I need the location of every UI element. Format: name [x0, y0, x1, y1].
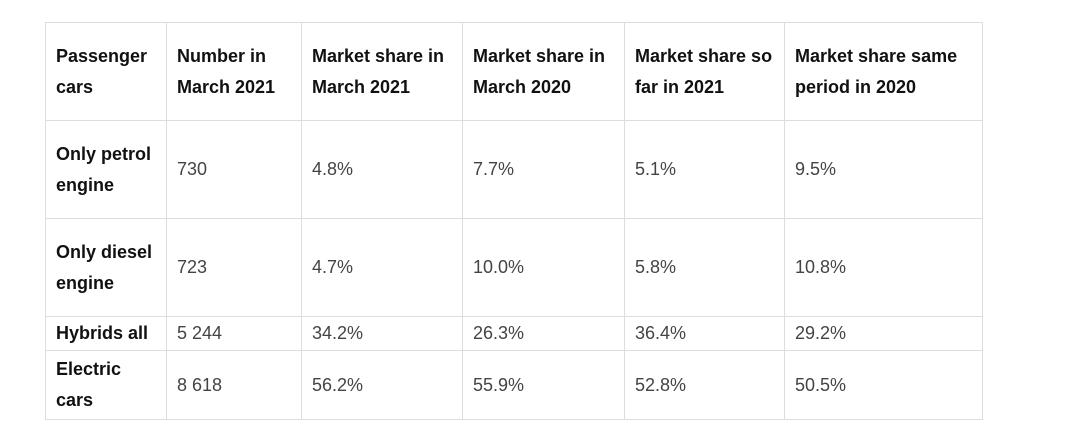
table-cell: 730 [166, 120, 302, 219]
header-share-march-2020: Market share in March 2020 [462, 22, 625, 121]
header-share-so-far-2021: Market share so far in 2021 [624, 22, 785, 121]
table-cell: 5.1% [624, 120, 785, 219]
table-header-row: Passenger cars Number in March 2021 Mark… [45, 22, 983, 121]
table-cell: 4.8% [301, 120, 463, 219]
table-cell: 10.8% [784, 218, 983, 317]
header-share-march-2021: Market share in March 2021 [301, 22, 463, 121]
table-cell: 26.3% [462, 316, 625, 351]
table-row: Only petrol engine 730 4.8% 7.7% 5.1% 9.… [45, 120, 983, 219]
table-row: Only diesel engine 723 4.7% 10.0% 5.8% 1… [45, 218, 983, 317]
table-cell: 29.2% [784, 316, 983, 351]
table-row: Hybrids all 5 244 34.2% 26.3% 36.4% 29.2… [45, 316, 983, 351]
table-cell: 50.5% [784, 350, 983, 420]
market-share-table: Passenger cars Number in March 2021 Mark… [45, 22, 983, 420]
table-cell: 52.8% [624, 350, 785, 420]
header-passenger-cars: Passenger cars [45, 22, 167, 121]
table-cell: 36.4% [624, 316, 785, 351]
row-label: Hybrids all [45, 316, 167, 351]
table-cell: 4.7% [301, 218, 463, 317]
table-cell: 8 618 [166, 350, 302, 420]
table-cell: 55.9% [462, 350, 625, 420]
table-cell: 5.8% [624, 218, 785, 317]
table-cell: 5 244 [166, 316, 302, 351]
row-label: Only petrol engine [45, 120, 167, 219]
header-share-same-period-2020: Market share same period in 2020 [784, 22, 983, 121]
header-number-march-2021: Number in March 2021 [166, 22, 302, 121]
table-cell: 7.7% [462, 120, 625, 219]
row-label: Electric cars [45, 350, 167, 420]
table-cell: 34.2% [301, 316, 463, 351]
table-cell: 9.5% [784, 120, 983, 219]
table-row: Electric cars 8 618 56.2% 55.9% 52.8% 50… [45, 350, 983, 420]
table-cell: 10.0% [462, 218, 625, 317]
table-cell: 723 [166, 218, 302, 317]
table-cell: 56.2% [301, 350, 463, 420]
row-label: Only diesel engine [45, 218, 167, 317]
